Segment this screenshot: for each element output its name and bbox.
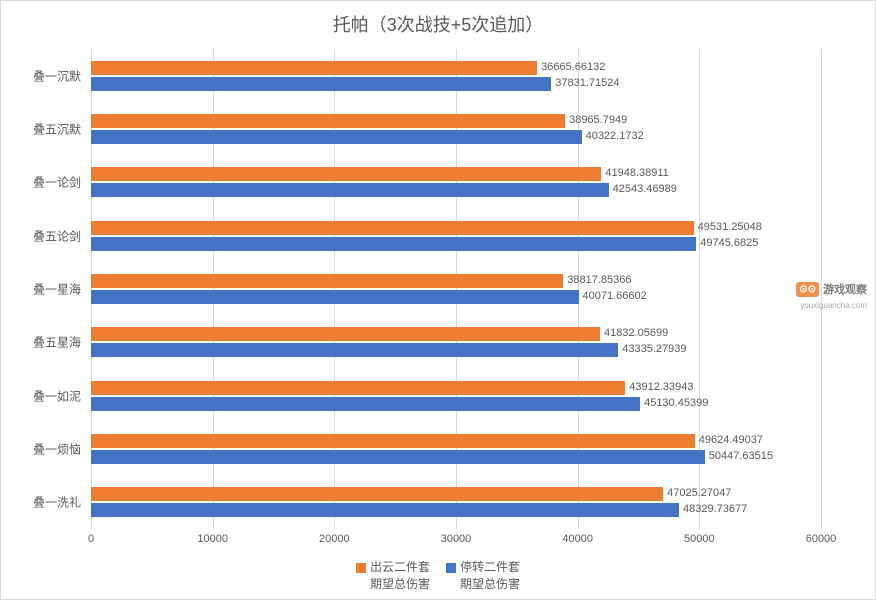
- bar-value-label: 40322.1732: [586, 130, 644, 142]
- bar: [91, 290, 579, 304]
- legend-swatch-orange: [356, 563, 366, 573]
- watermark: ⊙⊙ 游戏观察: [796, 281, 867, 297]
- bar-value-label: 40071.66602: [583, 290, 647, 302]
- y-axis-label: 叠一洗礼: [1, 494, 81, 511]
- bar-value-label: 36665.66132: [541, 61, 605, 73]
- bar-value-label: 41832.05699: [604, 327, 668, 339]
- bar: [91, 503, 679, 517]
- legend-item-blue: 停转二件套: [446, 559, 520, 576]
- x-tick-label: 10000: [197, 533, 228, 545]
- chart-container: 托帕（3次战技+5次追加） 叠一沉默 36665.66132 37831.71524…: [0, 0, 876, 600]
- bar: [91, 61, 537, 75]
- bar-value-label: 43335.27939: [622, 343, 686, 355]
- x-tick-label: 20000: [319, 533, 350, 545]
- bar-value-label: 49745.6825: [700, 237, 758, 249]
- x-tick-label: 0: [88, 533, 94, 545]
- x-tick-label: 30000: [441, 533, 472, 545]
- bar-value-label: 48329.73677: [683, 503, 747, 515]
- legend-label-orange-2: 期望总伤害: [370, 576, 430, 593]
- y-axis-label: 叠一如泥: [1, 387, 81, 404]
- watermark-sub: youxiguancha.com: [800, 301, 867, 310]
- y-axis-label: 叠一星海: [1, 281, 81, 298]
- bar: [91, 77, 551, 91]
- y-axis-label: 叠一论剑: [1, 174, 81, 191]
- bar: [91, 237, 696, 251]
- legend-label-blue-1: 停转二件套: [460, 559, 520, 576]
- bar-value-label: 42543.46989: [613, 183, 677, 195]
- bar: [91, 327, 600, 341]
- bar-value-label: 47025.27047: [667, 487, 731, 499]
- bar-value-label: 38965.7949: [569, 114, 627, 126]
- bar: [91, 397, 640, 411]
- bar: [91, 343, 618, 357]
- watermark-icon: ⊙⊙: [796, 282, 819, 297]
- legend-row-2: 期望总伤害 期望总伤害: [1, 576, 875, 593]
- legend-label-orange-1: 出云二件套: [370, 559, 430, 576]
- x-tick-label: 40000: [562, 533, 593, 545]
- bar: [91, 450, 705, 464]
- y-axis-label: 叠一沉默: [1, 67, 81, 84]
- bar: [91, 487, 663, 501]
- legend-sub-blue: 期望总伤害: [446, 576, 520, 593]
- legend-item-orange: 出云二件套: [356, 559, 430, 576]
- x-tick-label: 50000: [684, 533, 715, 545]
- bar: [91, 434, 695, 448]
- x-axis: 0100002000030000400005000060000: [91, 529, 821, 549]
- bar-value-label: 37831.71524: [555, 77, 619, 89]
- chart-title: 托帕（3次战技+5次追加）: [1, 1, 875, 45]
- bar: [91, 167, 601, 181]
- legend-sub-orange: 期望总伤害: [356, 576, 430, 593]
- bar-value-label: 41948.38911: [605, 167, 668, 179]
- bar-value-label: 45130.45399: [644, 397, 708, 409]
- bar-value-label: 38817.85366: [567, 274, 631, 286]
- legend-row-1: 出云二件套 停转二件套: [1, 559, 875, 576]
- y-axis-label: 叠五论剑: [1, 227, 81, 244]
- bar: [91, 274, 563, 288]
- bar-value-label: 49624.49037: [699, 434, 763, 446]
- bar: [91, 183, 609, 197]
- y-axis-label: 叠一烦恼: [1, 441, 81, 458]
- bar-value-label: 49531.25048: [698, 221, 762, 233]
- y-axis-label: 叠五沉默: [1, 121, 81, 138]
- legend-label-blue-2: 期望总伤害: [460, 576, 520, 593]
- x-tick-label: 60000: [806, 533, 837, 545]
- y-axis-label: 叠五星海: [1, 334, 81, 351]
- bar: [91, 381, 625, 395]
- bar: [91, 221, 694, 235]
- bar: [91, 114, 565, 128]
- legend: 出云二件套 停转二件套 期望总伤害 期望总伤害: [1, 559, 875, 593]
- bar-value-label: 50447.63515: [709, 450, 773, 462]
- legend-swatch-blue: [446, 563, 456, 573]
- plot-area: 叠一沉默36665.6613237831.71524叠五沉默38965.7949…: [91, 49, 821, 529]
- bar: [91, 130, 582, 144]
- watermark-text: 游戏观察: [823, 281, 867, 297]
- bar-value-label: 43912.33943: [629, 381, 693, 393]
